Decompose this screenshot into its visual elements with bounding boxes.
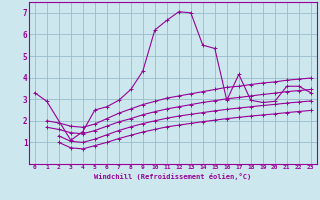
X-axis label: Windchill (Refroidissement éolien,°C): Windchill (Refroidissement éolien,°C) <box>94 173 252 180</box>
